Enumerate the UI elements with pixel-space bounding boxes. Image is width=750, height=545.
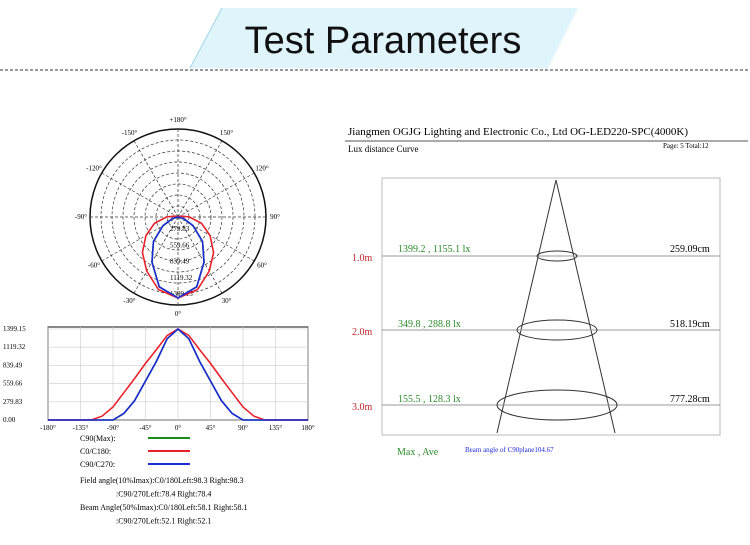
radial-label: 279.83 — [170, 225, 190, 233]
annotation: :C90/270Left:52.1 Right:52.1 — [116, 517, 211, 526]
lux-report: Jiangmen OGJG Lighting and Electronic Co… — [345, 126, 748, 458]
lux-value: 155.5 , 128.3 lx — [398, 394, 461, 405]
beam-ellipse — [496, 389, 618, 421]
angle-label: -90° — [75, 213, 87, 221]
radial-label: 559.66 — [170, 241, 190, 249]
cone-edge — [496, 179, 557, 434]
radial-label: 1399.15 — [170, 290, 193, 298]
x-tick-label: -90° — [107, 424, 119, 432]
radial-label: 1119.32 — [170, 274, 193, 282]
angle-label: -120° — [86, 165, 102, 173]
diameter: 777.28cm — [670, 394, 710, 405]
diameter: 518.19cm — [670, 319, 710, 330]
annotation: Field angle(10%Imax):C0/180Left:98.3 Rig… — [80, 476, 244, 485]
beam-angle: Beam angle of C90plane104.67 — [465, 446, 554, 454]
annotation: :C90/270Left:78.4 Right:78.4 — [116, 490, 211, 499]
angle-label: 60° — [257, 262, 267, 270]
footer-label: Max , Ave — [397, 447, 439, 458]
beam-ellipse — [516, 319, 598, 341]
polar-chart: +180° -150° 150° -120° 120° -90° 90° -60° 60° -30… — [75, 116, 280, 318]
series-line — [48, 327, 308, 421]
radial-label: 839.49 — [170, 258, 190, 266]
x-tick-label: -180° — [40, 424, 56, 432]
banner-edge — [189, 7, 223, 69]
polar-spoke — [133, 140, 179, 218]
y-tick-label: 0.00 — [3, 416, 16, 424]
y-tick-label: 1399.15 — [3, 325, 26, 333]
distance: 3.0m — [352, 402, 373, 413]
angle-label: +180° — [169, 116, 186, 124]
y-tick-label: 559.66 — [3, 380, 23, 388]
x-tick-label: 135° — [269, 424, 283, 432]
angle-label: 150° — [220, 129, 234, 137]
lux-value: 1399.2 , 1155.1 lx — [398, 244, 470, 255]
company: Jiangmen OGJG Lighting and Electronic Co… — [348, 126, 688, 138]
angle-label: -150° — [122, 129, 138, 137]
subtitle: Lux distance Curve — [348, 144, 418, 154]
page-number: Page: 5 Total:12 — [663, 142, 709, 150]
distance: 1.0m — [352, 253, 373, 264]
polar-curve — [151, 216, 205, 299]
y-tick-label: 1119.32 — [3, 343, 26, 351]
angle-label: 30° — [222, 297, 232, 305]
x-tick-label: 45° — [206, 424, 216, 432]
x-tick-label: 0° — [175, 424, 182, 432]
angle-label: -30° — [123, 297, 135, 305]
legend-label: C90/C270: — [80, 460, 115, 469]
legend-label: C0/C180: — [80, 447, 111, 456]
angle-label: 0° — [175, 310, 182, 318]
x-tick-label: 180° — [301, 424, 315, 432]
beam-ellipse — [536, 250, 578, 262]
page-title: Test Parameters — [245, 20, 522, 62]
line-chart: 0.00 279.83 559.66 839.49 1119.32 1399.15 -180… — [3, 325, 315, 526]
x-tick-label: -135° — [73, 424, 89, 432]
angle-label: 90° — [270, 213, 280, 221]
diameter: 259.09cm — [670, 244, 710, 255]
cone-edge — [555, 179, 616, 434]
title-banner — [190, 8, 578, 68]
distance: 2.0m — [352, 327, 373, 338]
legend-label: C90(Max): — [80, 434, 116, 443]
y-tick-label: 279.83 — [3, 398, 23, 406]
angle-label: 120° — [255, 165, 269, 173]
x-tick-label: -45° — [139, 424, 151, 432]
lux-value: 349.8 , 288.8 lx — [398, 319, 461, 330]
angle-label: -60° — [88, 262, 100, 270]
polar-ring — [133, 172, 223, 262]
annotation: Beam Angle(50%Imax):C0/180Left:58.1 Righ… — [80, 503, 248, 512]
y-tick-label: 839.49 — [3, 361, 23, 369]
x-tick-label: 90° — [238, 424, 248, 432]
diagram-box — [381, 177, 721, 436]
